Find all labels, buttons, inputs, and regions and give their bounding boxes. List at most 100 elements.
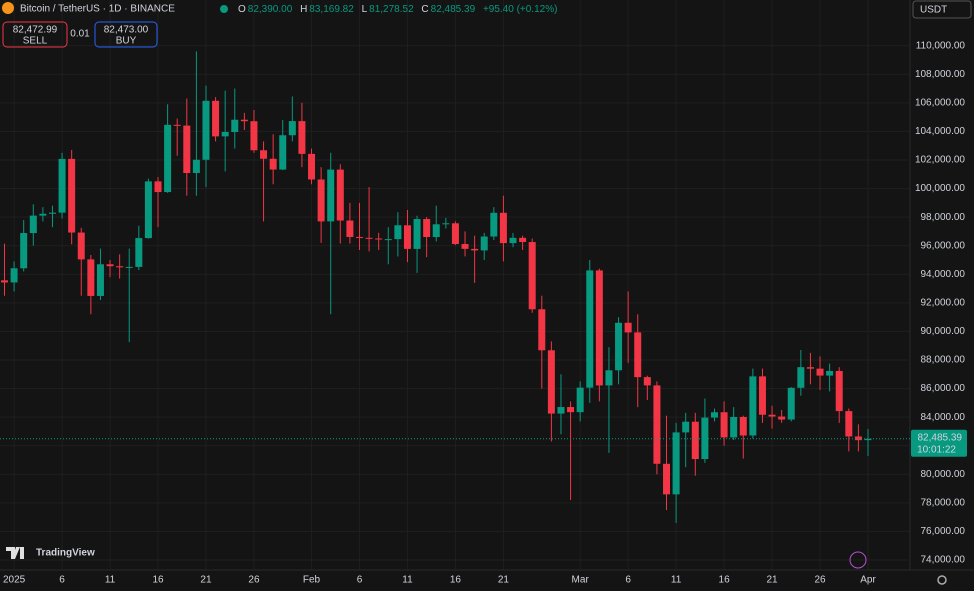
ohlc-key: H [300,4,307,15]
candle-body [279,135,287,170]
candle-body [701,417,709,460]
candle-body [835,370,843,412]
x-tick-label: 11 [105,575,116,586]
candle-body [48,212,56,214]
candle-body [240,119,248,122]
candle-body [58,158,66,213]
candle-body [125,266,133,268]
settings-icon[interactable] [937,575,947,585]
candle-body [154,181,162,193]
candle-body [231,119,239,132]
candle-body [106,264,114,267]
price-tag [911,429,967,457]
y-tick-label: 84,000.00 [921,412,966,423]
candle-body [144,181,152,239]
x-tick-label: 16 [719,575,731,586]
candle-body [576,387,584,413]
candle-body [308,153,316,180]
candle-body [288,121,296,136]
y-tick-label: 98,000.00 [921,212,966,223]
candle-body [519,237,527,243]
candle-body [643,377,651,386]
candle-body [816,368,824,376]
y-tick-label: 90,000.00 [921,326,966,337]
y-tick-label: 74,000.00 [921,555,966,566]
sell-label[interactable]: SELL [23,36,48,47]
candle-body [10,268,18,283]
y-tick-label: 106,000.00 [915,97,965,108]
x-tick-label: 6 [357,575,363,586]
buy-price[interactable]: 82,473.00 [104,25,149,36]
candle-body [710,412,718,418]
grid [0,0,910,570]
candle-body [605,370,613,386]
candle-body [355,236,363,238]
candle-body [221,132,229,137]
ohlc-value: 83,169.82 [309,4,354,15]
candle-body [20,233,28,269]
candle-body [797,367,805,388]
coin-icon [2,2,14,14]
status-dot [220,5,228,13]
candle-body [269,158,277,170]
currency[interactable]: USDT [920,5,947,16]
x-tick-label: 6 [625,575,631,586]
candle-body [778,416,786,420]
countdown: 10:01:22 [917,444,956,455]
candle-body [749,376,757,436]
x-tick-label: 11 [671,575,682,586]
candle-body [567,407,575,413]
candle-body [164,124,172,193]
candle-body [87,259,95,296]
y-tick-label: 78,000.00 [921,497,966,508]
currency-button[interactable] [912,0,972,19]
x-tick-label: Mar [572,575,590,586]
brand-logo [6,547,24,559]
sell-price[interactable]: 82,472.99 [13,25,58,36]
x-tick-label: 2025 [3,575,26,586]
candle-body [538,309,546,351]
candle-body [413,219,421,249]
candle-body [375,238,383,240]
ohlc-key: L [362,4,368,15]
x-tick-label: 26 [814,575,826,586]
x-tick-label: 21 [498,575,510,586]
y-tick-label: 88,000.00 [921,355,966,366]
y-tick-label: 94,000.00 [921,269,966,280]
candle-body [365,237,373,239]
candle-body [557,407,565,414]
y-tick-label: 96,000.00 [921,240,966,251]
candle-body [595,270,603,386]
candle-body [691,421,699,460]
buy-label[interactable]: BUY [116,36,137,47]
candle-body [758,376,766,415]
sell-button[interactable] [2,21,68,48]
alert-icon[interactable] [849,551,867,569]
candle-body [720,412,728,438]
x-tick-label: 16 [152,575,164,586]
candle-body [499,212,507,244]
candle-body [384,239,392,241]
x-tick-label: 21 [766,575,778,586]
y-tick-label: 110,000.00 [916,40,966,51]
candle-body [403,225,411,249]
ohlc-key: C [421,4,428,15]
y-tick-label: 86,000.00 [921,383,966,394]
candle-body [96,264,104,296]
candle-body [826,370,834,376]
ohlc-key: O [238,4,246,15]
candle-body [317,179,325,222]
candle-body [29,215,37,234]
candle-body [68,158,76,233]
candle-body [490,212,498,237]
y-tick-label: 76,000.00 [921,526,966,537]
candle-body [634,332,642,378]
candle-body [183,125,191,174]
y-tick-label: 108,000.00 [915,69,965,80]
candle-body [480,236,488,251]
x-tick-label: Apr [860,575,876,586]
candle-body [1,280,8,283]
change: +95.40 (+0.12%) [483,4,558,15]
buy-button[interactable] [94,21,158,48]
